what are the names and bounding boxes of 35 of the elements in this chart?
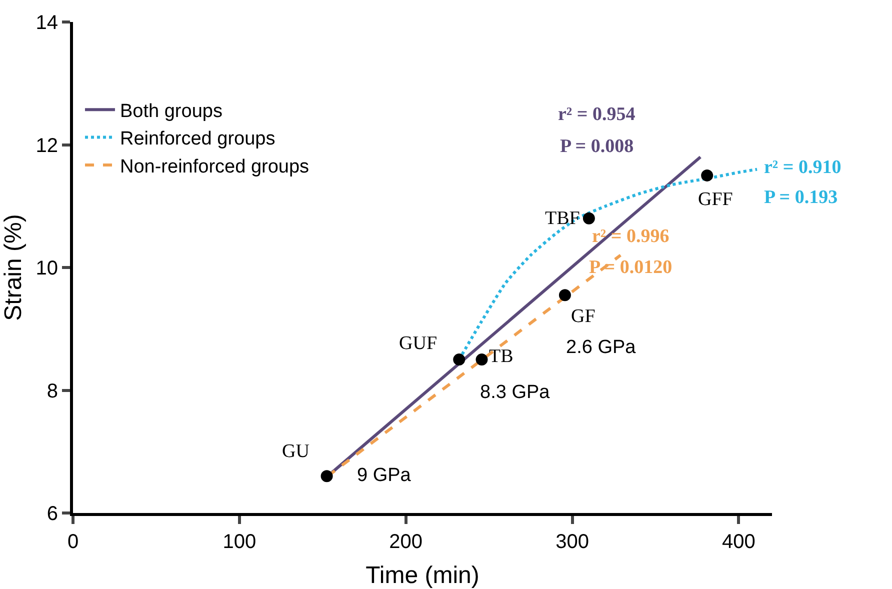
annotation: 8.3 GPa [480,382,550,403]
point [320,470,333,482]
x-tick-label: 300 [556,531,589,553]
y-tick-label: 12 [36,134,58,157]
point [453,354,466,366]
legend-label: Reinforced groups [120,128,276,150]
annotation: r² = 0.910 [764,157,842,178]
annotation: r² = 0.954 [558,104,636,125]
point [558,289,571,302]
annotation: r² = 0.996 [592,226,670,247]
annotation: 2.6 GPa [566,337,636,358]
legend-label: Both groups [120,101,222,122]
y-axis-title: Strain (%) [0,214,27,321]
annotation: GU [282,441,310,462]
annotation: 9 GPa [357,465,412,486]
y-tick-label: 8 [46,380,58,402]
annotation: GUF [399,333,438,354]
legend-label: Non-reinforced groups [120,156,310,178]
x-axis-title: Time (min) [366,562,480,589]
annotation: TBF [545,208,580,229]
annotation: TB [489,346,514,367]
x-tick-label: 200 [389,531,423,553]
point [701,169,714,182]
y-tick-label: 14 [36,12,58,34]
annotation: GF [571,306,596,327]
point [582,212,595,224]
x-tick-label: 0 [67,531,79,553]
point [476,354,488,366]
annotation: P = 0.193 [764,187,838,208]
y-tick-label: 10 [36,258,58,280]
annotation: P = 0.008 [560,136,634,157]
x-tick-label: 100 [222,531,256,553]
y-tick-label: 6 [46,503,58,525]
annotation: GFF [698,189,733,210]
x-tick-label: 400 [722,531,756,553]
